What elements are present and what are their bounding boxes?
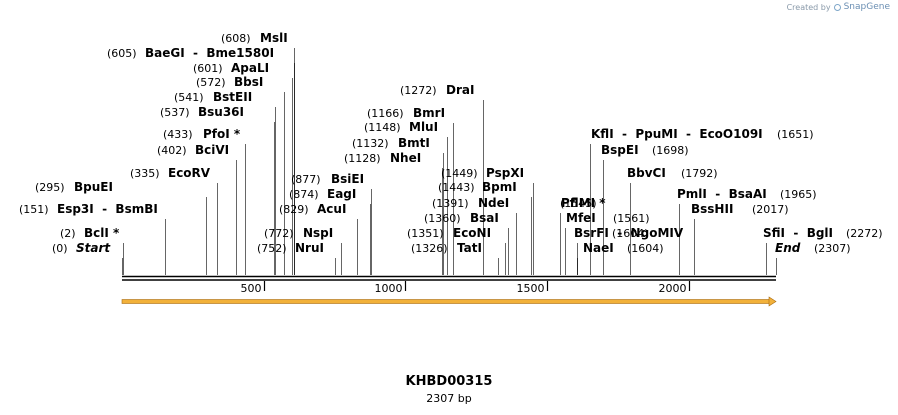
site-name[interactable]: MslI <box>260 31 288 45</box>
site-position: (2) <box>60 227 76 240</box>
site-name[interactable]: NspI <box>303 226 333 240</box>
site-position: (2017) <box>752 203 789 216</box>
site-name[interactable]: NruI <box>295 241 324 255</box>
site-name[interactable]: ApaLI <box>231 61 269 75</box>
feature-shaft[interactable] <box>121 299 771 304</box>
site-position: (1148) <box>364 121 401 134</box>
site-name[interactable]: SfiI - BglI <box>763 226 833 240</box>
site-position: (402) <box>157 144 187 157</box>
site-position: (572) <box>196 76 226 89</box>
site-position: (1449) <box>441 167 478 180</box>
site-name[interactable]: EcoRV <box>168 166 211 180</box>
site-position: (752) <box>257 242 287 255</box>
site-name[interactable]: BclI * <box>84 226 120 240</box>
site-position: (1132) <box>352 137 389 150</box>
site-name[interactable]: PspXI <box>486 166 524 180</box>
site-name[interactable]: BsiEI <box>331 172 364 186</box>
site-position: (1651) <box>777 128 814 141</box>
site-name[interactable]: BsrFI - NgoMIV <box>574 226 684 240</box>
site-position: (605) <box>107 47 137 60</box>
site-name[interactable]: Start <box>76 241 111 255</box>
site-name[interactable]: BbsI <box>234 75 263 89</box>
site-position: (1272) <box>400 84 437 97</box>
ruler-tick-label: 500 <box>241 282 262 295</box>
site-name[interactable]: MfeI <box>566 211 596 225</box>
ruler-tick-label: 2000 <box>659 282 687 295</box>
sequence-name: KHBD00315 <box>405 374 493 389</box>
site-position: (1965) <box>780 188 817 201</box>
site-name[interactable]: KflI - PpuMI - EcoO109I <box>591 127 763 141</box>
ruler-ticks: 500 1000 1500 2000 <box>241 281 691 295</box>
site-name[interactable]: NdeI <box>478 196 509 210</box>
site-position: (1545) <box>560 197 597 210</box>
site-name[interactable]: Bsu36I <box>198 105 244 119</box>
site-position: (537) <box>160 106 190 119</box>
ruler-tick-label: 1500 <box>517 282 545 295</box>
site-name[interactable]: BssHII <box>691 202 733 216</box>
site-position: (874) <box>289 188 319 201</box>
site-name[interactable]: End <box>775 241 801 255</box>
site-name[interactable]: EcoNI <box>453 226 491 240</box>
site-position: (1561) <box>613 212 650 225</box>
credit-prefix: Created by <box>786 2 831 12</box>
sequence-length: 2307 bp <box>426 392 472 405</box>
snapgene-logo-icon <box>833 3 841 11</box>
site-labels: (0) Start(2) BclI * (151) Esp3I - BsmBI (295)… <box>19 31 883 255</box>
site-name[interactable]: BbvCI <box>627 166 666 180</box>
site-name[interactable]: Esp3I - BsmBI <box>57 202 158 216</box>
site-name[interactable]: BmtI <box>398 136 430 150</box>
site-position: (829) <box>279 203 309 216</box>
site-position: (1326) <box>411 242 448 255</box>
site-position: (877) <box>291 173 321 186</box>
site-position: (1128) <box>344 152 381 165</box>
site-name[interactable]: TatI <box>457 241 482 255</box>
site-position: (295) <box>35 181 65 194</box>
site-name[interactable]: BstEII <box>213 90 252 104</box>
site-name[interactable]: BciVI <box>195 143 229 157</box>
site-name[interactable]: MluI <box>409 120 438 134</box>
snapgene-credit: Created by SnapGene <box>787 2 890 12</box>
site-position: (601) <box>193 62 223 75</box>
site-position: (1792) <box>681 167 718 180</box>
site-name[interactable]: BmrI <box>413 106 445 120</box>
ruler-tick-label: 1000 <box>375 282 403 295</box>
site-name[interactable]: DraI <box>446 83 474 97</box>
leader-lines <box>122 48 777 275</box>
site-name[interactable]: NheI <box>390 151 421 165</box>
site-position: (1166) <box>367 107 404 120</box>
site-position: (2272) <box>846 227 883 240</box>
site-name[interactable]: BspEI <box>601 143 639 157</box>
site-name[interactable]: BpuEI <box>74 180 113 194</box>
site-position: (772) <box>264 227 294 240</box>
site-position: (1391) <box>432 197 469 210</box>
backbone <box>122 275 776 281</box>
site-name[interactable]: NaeI <box>583 241 614 255</box>
site-position: (608) <box>221 32 251 45</box>
site-position: (1604) <box>612 227 649 240</box>
site-position: (0) <box>52 242 68 255</box>
site-position: (1604) <box>627 242 664 255</box>
site-position: (433) <box>163 128 193 141</box>
site-position: (1351) <box>407 227 444 240</box>
site-position: (1443) <box>438 181 475 194</box>
site-name[interactable]: BpmI <box>482 180 517 194</box>
feature-arrowhead[interactable] <box>768 296 777 307</box>
site-position: (541) <box>174 91 204 104</box>
site-name[interactable]: PflMI * <box>561 196 606 210</box>
site-name[interactable]: EagI <box>327 187 356 201</box>
site-position: (335) <box>130 167 160 180</box>
site-position: (2307) <box>814 242 851 255</box>
site-name[interactable]: BaeGI - Bme1580I <box>145 46 274 60</box>
site-name[interactable]: AcuI <box>317 202 346 216</box>
site-position: (1698) <box>652 144 689 157</box>
feature-arrow[interactable] <box>121 296 777 307</box>
credit-brand: SnapGene <box>843 2 890 12</box>
site-position: (1360) <box>424 212 461 225</box>
site-position: (151) <box>19 203 49 216</box>
site-name[interactable]: PfoI * <box>203 127 241 141</box>
site-name[interactable]: PmlI - BsaAI <box>677 187 767 201</box>
site-name[interactable]: BsaI <box>470 211 499 225</box>
